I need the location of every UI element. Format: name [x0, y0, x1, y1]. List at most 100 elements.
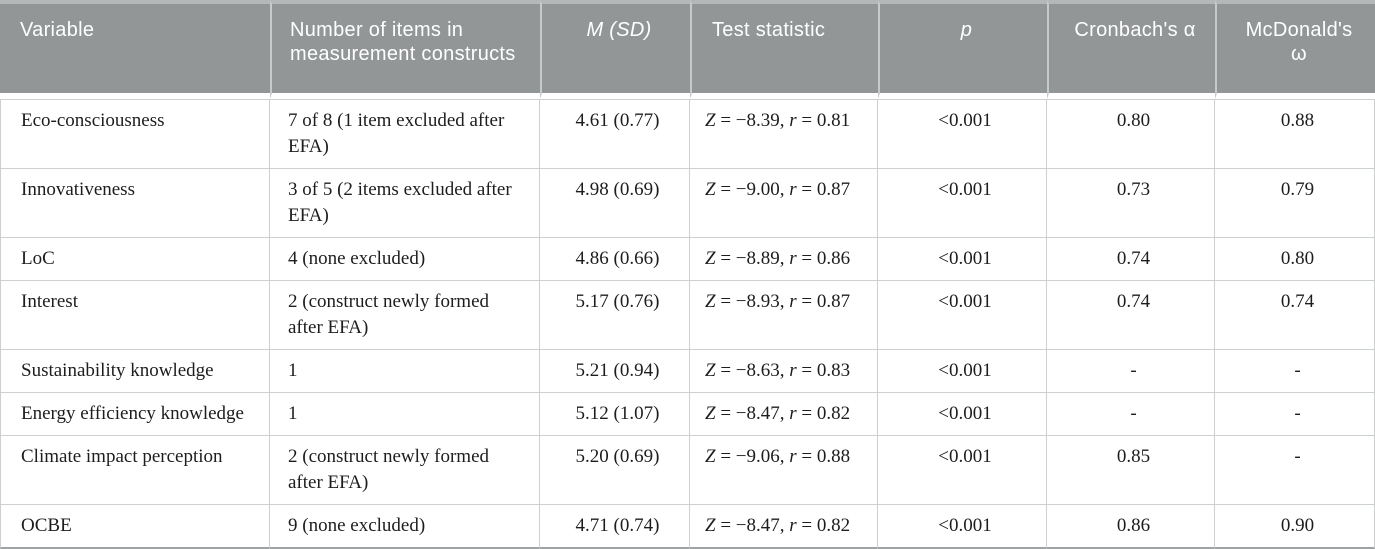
separator: ,	[779, 403, 790, 424]
equals-sign: =	[715, 403, 736, 424]
cell-test-statistic: Z = −8.63, r = 0.83	[690, 350, 878, 393]
equals-sign: =	[715, 248, 736, 269]
table-row: OCBE 9 (none excluded) 4.71 (0.74) Z = −8.4…	[0, 505, 1375, 549]
separator: ,	[779, 515, 790, 536]
cell-items: 9 (none excluded)	[270, 505, 540, 549]
cell-items: 2 (construct newly formed after EFA)	[270, 281, 540, 350]
cell-p-value: <0.001	[878, 436, 1047, 505]
cell-test-statistic: Z = −8.39, r = 0.81	[690, 99, 878, 169]
equals-sign: =	[796, 110, 817, 131]
cell-test-statistic: Z = −8.47, r = 0.82	[690, 505, 878, 549]
cell-p-value: <0.001	[878, 350, 1047, 393]
z-value: −8.47	[735, 515, 780, 536]
cell-m-sd: 4.98 (0.69)	[540, 169, 690, 238]
equals-sign: =	[796, 291, 817, 312]
cell-items: 2 (construct newly formed after EFA)	[270, 436, 540, 505]
z-value: −8.47	[735, 403, 780, 424]
r-value: 0.87	[816, 179, 851, 200]
cell-p-value: <0.001	[878, 505, 1047, 549]
column-header-items: Number of items in measurement construct…	[270, 0, 540, 99]
equals-sign: =	[796, 446, 817, 467]
cell-variable: Climate impact perception	[0, 436, 270, 505]
z-symbol: Z	[705, 515, 716, 536]
cell-mcdonald-omega: -	[1215, 436, 1375, 505]
cell-m-sd: 4.61 (0.77)	[540, 99, 690, 169]
z-value: −8.39	[735, 110, 780, 131]
table-header: Variable Number of items in measurement c…	[0, 0, 1375, 99]
equals-sign: =	[796, 515, 817, 536]
r-value: 0.88	[816, 446, 851, 467]
equals-sign: =	[715, 515, 736, 536]
equals-sign: =	[796, 403, 817, 424]
header-row: Variable Number of items in measurement c…	[0, 0, 1375, 99]
r-symbol: r	[789, 291, 797, 312]
r-symbol: r	[789, 360, 797, 381]
r-symbol: r	[789, 248, 797, 269]
cell-mcdonald-omega: 0.80	[1215, 238, 1375, 281]
table-row: Sustainability knowledge 1 5.21 (0.94) Z = …	[0, 350, 1375, 393]
separator: ,	[779, 291, 790, 312]
z-symbol: Z	[705, 110, 716, 131]
r-value: 0.83	[816, 360, 851, 381]
r-symbol: r	[789, 110, 797, 131]
cell-p-value: <0.001	[878, 99, 1047, 169]
z-symbol: Z	[705, 446, 716, 467]
cell-m-sd: 5.21 (0.94)	[540, 350, 690, 393]
cell-variable: LoC	[0, 238, 270, 281]
cell-variable: Innovativeness	[0, 169, 270, 238]
table-row: Interest 2 (construct newly formed after …	[0, 281, 1375, 350]
column-header-mcdonald: McDonald's ω	[1215, 0, 1375, 99]
r-symbol: r	[789, 446, 797, 467]
cell-cronbach-alpha: 0.73	[1047, 169, 1215, 238]
r-value: 0.81	[816, 110, 851, 131]
r-value: 0.82	[816, 403, 851, 424]
cell-cronbach-alpha: 0.80	[1047, 99, 1215, 169]
column-header-test: Test statistic	[690, 0, 878, 99]
cell-m-sd: 5.17 (0.76)	[540, 281, 690, 350]
cell-mcdonald-omega: 0.74	[1215, 281, 1375, 350]
cell-items: 1	[270, 393, 540, 436]
z-symbol: Z	[705, 179, 716, 200]
column-header-variable: Variable	[0, 0, 270, 99]
cell-test-statistic: Z = −8.89, r = 0.86	[690, 238, 878, 281]
cell-cronbach-alpha: 0.86	[1047, 505, 1215, 549]
cell-mcdonald-omega: 0.90	[1215, 505, 1375, 549]
cell-m-sd: 5.20 (0.69)	[540, 436, 690, 505]
table-row: Energy efficiency knowledge 1 5.12 (1.07) Z…	[0, 393, 1375, 436]
table-row: LoC 4 (none excluded) 4.86 (0.66) Z = −8.89…	[0, 238, 1375, 281]
cell-test-statistic: Z = −9.06, r = 0.88	[690, 436, 878, 505]
cell-variable: Interest	[0, 281, 270, 350]
cell-mcdonald-omega: 0.79	[1215, 169, 1375, 238]
table-body: Eco-consciousness 7 of 8 (1 item excluded…	[0, 99, 1375, 549]
cell-mcdonald-omega: 0.88	[1215, 99, 1375, 169]
equals-sign: =	[715, 446, 736, 467]
cell-variable: Energy efficiency knowledge	[0, 393, 270, 436]
column-header-p: p	[878, 0, 1047, 99]
separator: ,	[779, 179, 790, 200]
cell-mcdonald-omega: -	[1215, 393, 1375, 436]
cell-variable: Sustainability knowledge	[0, 350, 270, 393]
equals-sign: =	[715, 110, 736, 131]
separator: ,	[779, 446, 790, 467]
cell-cronbach-alpha: -	[1047, 393, 1215, 436]
cell-items: 3 of 5 (2 items excluded after EFA)	[270, 169, 540, 238]
z-symbol: Z	[705, 403, 716, 424]
cell-items: 4 (none excluded)	[270, 238, 540, 281]
cell-test-statistic: Z = −9.00, r = 0.87	[690, 169, 878, 238]
cell-cronbach-alpha: -	[1047, 350, 1215, 393]
z-symbol: Z	[705, 291, 716, 312]
cell-m-sd: 4.86 (0.66)	[540, 238, 690, 281]
r-value: 0.86	[816, 248, 851, 269]
z-symbol: Z	[705, 248, 716, 269]
table-row: Eco-consciousness 7 of 8 (1 item excluded…	[0, 99, 1375, 169]
equals-sign: =	[796, 360, 817, 381]
column-header-m-sd: M (SD)	[540, 0, 690, 99]
cell-cronbach-alpha: 0.74	[1047, 238, 1215, 281]
equals-sign: =	[715, 179, 736, 200]
cell-items: 7 of 8 (1 item excluded after EFA)	[270, 99, 540, 169]
r-symbol: r	[789, 403, 797, 424]
r-symbol: r	[789, 515, 797, 536]
cell-test-statistic: Z = −8.47, r = 0.82	[690, 393, 878, 436]
column-header-cronbach: Cronbach's α	[1047, 0, 1215, 99]
